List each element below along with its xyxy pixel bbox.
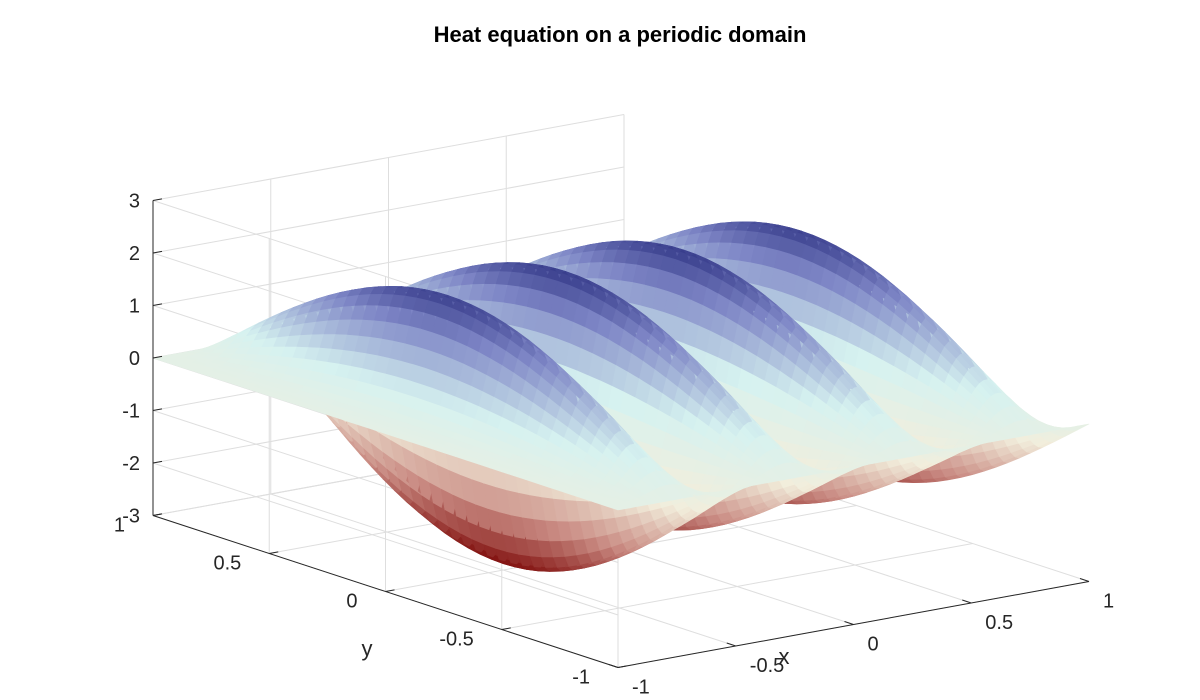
grid-line [152,166,625,254]
z-tick-label: -1 [122,401,140,423]
y-tick-label: -0.5 [439,629,473,651]
y-tick-label: 0.5 [213,553,241,575]
z-tick-mark [152,460,163,464]
z-tick-mark [152,250,163,254]
z-tick-label: 1 [129,296,140,318]
y-tick-mark [269,551,279,554]
x-tick-label: 0 [868,634,879,656]
grid-line [152,219,625,306]
z-tick-mark [152,408,163,411]
z-tick-label: 3 [129,191,140,213]
surface [152,221,1090,572]
y-tick-mark [152,513,163,516]
z-tick-label: 0 [129,348,140,370]
y-tick-label: 0 [346,591,357,613]
z-tick-mark [152,198,163,201]
x-tick-mark [844,621,854,625]
x-tick-mark [1079,578,1090,582]
y-tick-label: -1 [572,667,590,689]
chart-title: Heat equation on a periodic domain [434,22,807,47]
x-tick-mark [962,599,972,604]
z-tick-label: 2 [129,243,140,265]
z-tick-label: -2 [122,453,140,475]
z-tick-mark [152,303,163,306]
x-tick-label: -1 [632,677,650,699]
y-axis-label: y [362,636,373,661]
grid-line [152,462,619,616]
grid-line [501,543,973,630]
y-tick-mark [617,665,628,668]
y-tick-mark [501,627,511,630]
grid-line [152,114,625,201]
x-tick-mark [608,664,619,668]
y-tick-mark [385,589,395,592]
x-tick-mark [726,642,736,647]
x-axis-label: x [779,644,790,669]
y-tick-label: 1 [114,515,125,537]
x-tick-label: 1 [1103,591,1114,613]
x-tick-label: 0.5 [985,612,1013,634]
